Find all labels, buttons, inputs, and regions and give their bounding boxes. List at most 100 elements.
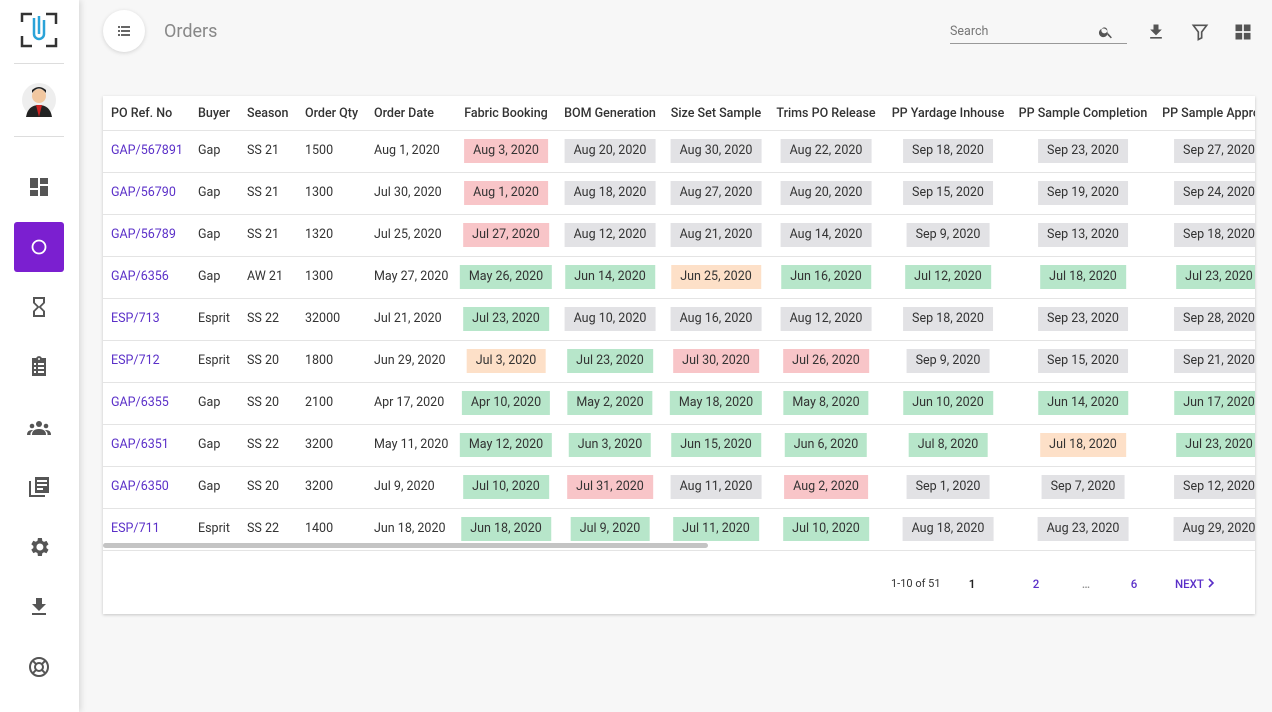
status-pill: Jul 10, 2020 (463, 475, 549, 499)
cell: Jul 30, 2020 (374, 185, 442, 200)
grid-button[interactable] (1233, 22, 1253, 42)
menu-button[interactable] (103, 10, 145, 52)
po-link[interactable]: GAP/56790 (111, 185, 176, 200)
avatar[interactable] (22, 83, 56, 117)
column-header: PP Sample Approval (1162, 106, 1255, 121)
status-pill: Jun 14, 2020 (565, 265, 655, 289)
page-number[interactable]: 6 (1130, 577, 1138, 591)
status-pill: Jul 8, 2020 (908, 433, 988, 457)
status-pill: Jun 10, 2020 (903, 391, 993, 415)
cell: 3200 (305, 479, 334, 494)
active-nav[interactable] (14, 222, 64, 272)
status-pill: Jul 18, 2020 (1040, 433, 1126, 457)
support-icon[interactable] (27, 655, 51, 679)
status-pill: Aug 20, 2020 (780, 181, 872, 205)
cell: Jun 29, 2020 (374, 353, 446, 368)
status-pill: Jul 18, 2020 (1040, 265, 1126, 289)
cell: Esprit (198, 311, 230, 326)
status-pill: Jul 23, 2020 (1176, 433, 1255, 457)
clipboard-icon[interactable] (27, 355, 51, 379)
status-pill: Aug 23, 2020 (1037, 517, 1129, 541)
po-link[interactable]: GAP/56789 (111, 227, 176, 242)
page-number[interactable]: 1 (968, 577, 976, 591)
row-divider (103, 550, 1255, 551)
po-link[interactable]: GAP/6351 (111, 437, 169, 452)
po-link[interactable]: GAP/6350 (111, 479, 169, 494)
column-header: Fabric Booking (464, 106, 548, 121)
row-divider (103, 214, 1255, 215)
status-pill: Sep 15, 2020 (1038, 349, 1128, 373)
divider (14, 63, 64, 64)
cell: Gap (198, 269, 221, 284)
status-pill: May 26, 2020 (459, 265, 553, 289)
status-pill: Aug 18, 2020 (564, 181, 656, 205)
chevron (1207, 578, 1214, 588)
table-card: 1-10 of 51 NEXT PO Ref. No Buyer Season Ord… (103, 96, 1255, 614)
download-icon[interactable] (27, 595, 51, 619)
cell: AW 21 (247, 269, 283, 284)
row-divider (103, 130, 1255, 131)
status-pill: Jun 3, 2020 (568, 433, 652, 457)
page-title: Orders (164, 21, 218, 42)
search-field[interactable]: Search (950, 22, 1127, 44)
status-pill: Jul 26, 2020 (783, 349, 869, 373)
people-icon[interactable] (27, 416, 51, 440)
cell: 1400 (305, 521, 334, 536)
cell: Jul 21, 2020 (374, 311, 442, 326)
settings-icon[interactable] (27, 535, 51, 559)
filter-button[interactable] (1190, 22, 1210, 42)
status-pill: Jul 11, 2020 (673, 517, 759, 541)
po-link[interactable]: ESP/713 (111, 311, 160, 326)
hourglass-icon[interactable] (27, 295, 51, 319)
logo (20, 12, 58, 48)
status-pill: Aug 21, 2020 (670, 223, 762, 247)
status-pill: Aug 10, 2020 (564, 307, 656, 331)
po-link[interactable]: GAP/567891 (111, 143, 183, 158)
cell: SS 21 (247, 185, 279, 200)
row-divider (103, 340, 1255, 341)
row-divider (103, 382, 1255, 383)
library-icon[interactable] (27, 475, 51, 499)
next-button[interactable]: NEXT (1175, 576, 1215, 592)
status-pill: May 18, 2020 (669, 391, 763, 415)
status-pill: Aug 22, 2020 (780, 139, 872, 163)
status-pill: Aug 2, 2020 (784, 475, 868, 499)
row-divider (103, 508, 1255, 509)
po-link[interactable]: GAP/6355 (111, 395, 169, 410)
dashboard-icon[interactable] (27, 175, 51, 199)
column-header: Order Date (374, 106, 434, 121)
status-pill: Jun 17, 2020 (1174, 391, 1255, 415)
status-pill: Jul 31, 2020 (567, 475, 653, 499)
cell: Esprit (198, 353, 230, 368)
status-pill: Aug 20, 2020 (564, 139, 656, 163)
status-pill: Sep 1, 2020 (906, 475, 990, 499)
po-link[interactable]: GAP/6356 (111, 269, 169, 284)
status-pill: May 12, 2020 (459, 433, 553, 457)
scrollbar[interactable] (103, 543, 708, 548)
status-pill: Jun 6, 2020 (784, 433, 868, 457)
download-button[interactable] (1146, 22, 1166, 42)
cell: 1320 (305, 227, 334, 242)
list-icon (118, 26, 130, 36)
status-pill: Sep 9, 2020 (906, 349, 990, 373)
status-pill: Aug 14, 2020 (780, 223, 872, 247)
cell: Jun 18, 2020 (374, 521, 446, 536)
cell: 1300 (305, 269, 334, 284)
status-pill: Sep 23, 2020 (1038, 139, 1128, 163)
status-pill: Sep 18, 2020 (903, 139, 993, 163)
cell: Gap (198, 227, 221, 242)
cell: Esprit (198, 521, 230, 536)
page-number[interactable]: 2 (1032, 577, 1040, 591)
column-header: Season (247, 106, 289, 121)
status-pill: Aug 3, 2020 (464, 139, 548, 163)
status-pill: Aug 16, 2020 (670, 307, 762, 331)
status-pill: Apr 10, 2020 (461, 391, 551, 415)
po-link[interactable]: ESP/712 (111, 353, 160, 368)
cell: SS 20 (247, 479, 279, 494)
status-pill: Aug 27, 2020 (670, 181, 762, 205)
status-pill: Sep 15, 2020 (903, 181, 993, 205)
po-link[interactable]: ESP/711 (111, 521, 160, 536)
page-number: … (1081, 577, 1091, 591)
status-pill: Sep 18, 2020 (903, 307, 993, 331)
